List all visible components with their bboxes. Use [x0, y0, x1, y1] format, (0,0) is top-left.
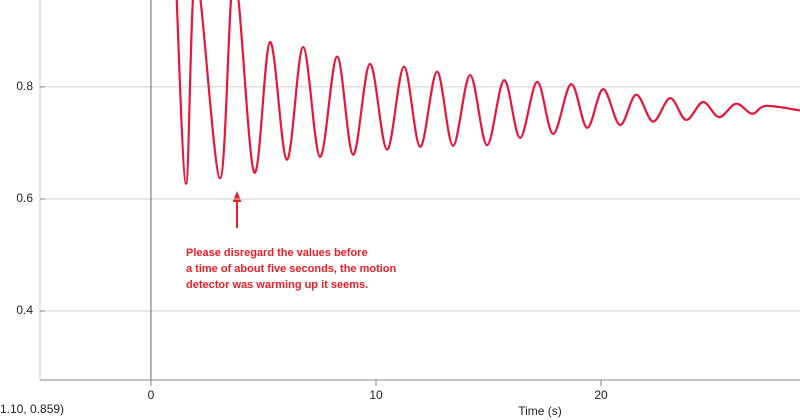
x-axis-label: Time (s): [518, 404, 562, 418]
coordinate-readout: 1.10, 0.859): [0, 402, 64, 416]
x-tick-label: 0: [148, 388, 155, 402]
annotation-text: detector was warming up it seems.: [186, 279, 368, 291]
plot-area: [175, 0, 800, 185]
y-tick-label: 0.6: [16, 191, 33, 205]
x-tick-label: 10: [369, 388, 383, 402]
data-line: [175, 0, 800, 185]
y-tick-label: 0.8: [16, 79, 33, 93]
x-tick-label: 20: [594, 388, 608, 402]
annotation-text: a time of about five seconds, the motion: [186, 263, 397, 275]
annotation-text: Please disregard the values before: [186, 247, 368, 259]
y-tick-label: 0.4: [16, 303, 33, 317]
